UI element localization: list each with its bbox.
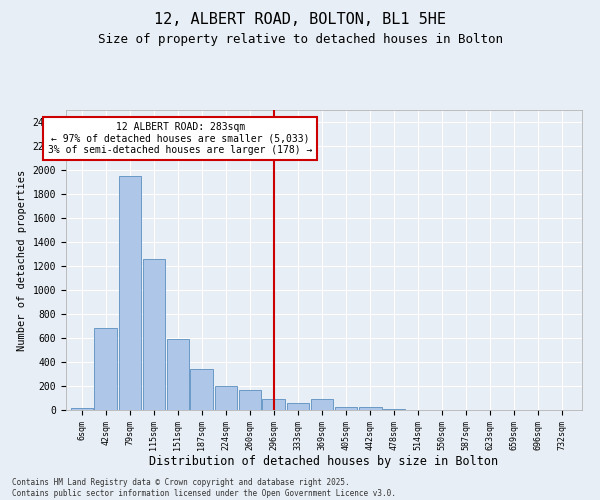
Bar [143,259,165,410]
Text: 12, ALBERT ROAD, BOLTON, BL1 5HE: 12, ALBERT ROAD, BOLTON, BL1 5HE [154,12,446,28]
Bar [239,390,261,410]
Bar [167,339,189,410]
Text: Contains HM Land Registry data © Crown copyright and database right 2025.
Contai: Contains HM Land Registry data © Crown c… [12,478,396,498]
Y-axis label: Number of detached properties: Number of detached properties [17,170,27,350]
Bar [215,386,238,410]
Text: 12 ALBERT ROAD: 283sqm
← 97% of detached houses are smaller (5,033)
3% of semi-d: 12 ALBERT ROAD: 283sqm ← 97% of detached… [48,122,313,156]
Bar [262,399,285,410]
Bar [359,407,382,410]
X-axis label: Distribution of detached houses by size in Bolton: Distribution of detached houses by size … [149,456,499,468]
Bar [335,407,357,410]
Bar [119,176,142,410]
Bar [190,369,213,410]
Bar [94,328,117,410]
Bar [71,408,93,410]
Text: Size of property relative to detached houses in Bolton: Size of property relative to detached ho… [97,32,503,46]
Bar [311,399,333,410]
Bar [287,403,310,410]
